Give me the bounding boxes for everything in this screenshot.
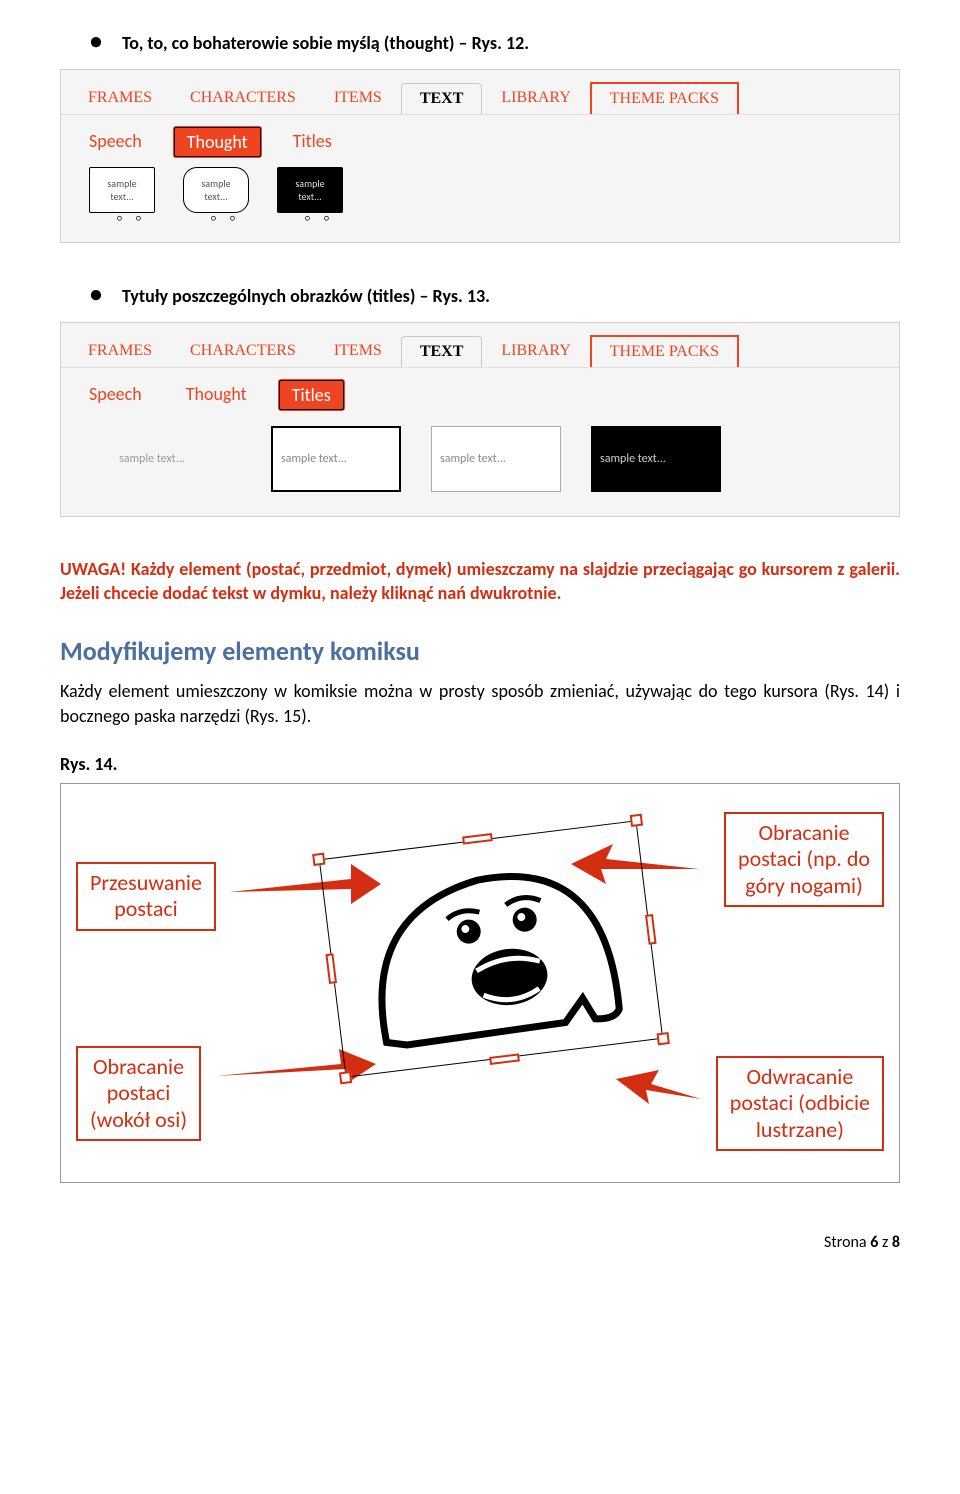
selection-frame[interactable] (319, 820, 663, 1077)
subtab-titles[interactable]: Titles (281, 127, 344, 157)
thought-samples-row: sampletext... ○ ○ sampletext... ○ ○ samp… (61, 167, 899, 224)
thought-box-rect: sampletext... (89, 167, 155, 213)
bullet-dot-icon: • (90, 283, 102, 307)
title-samples-row: sample text... sample text... sample tex… (61, 420, 899, 498)
callout-move: Przesuwaniepostaci (76, 862, 216, 931)
fig14-label: Rys. 14. (60, 753, 900, 775)
page-footer: Strona 6 z 8 (60, 1233, 900, 1252)
character-face-icon (346, 843, 636, 1055)
callout-rotate: Obracaniepostaci(wokół osi) (76, 1046, 201, 1141)
title-sample-thick[interactable]: sample text... (271, 426, 401, 492)
section-heading: Modyfikujemy elementy komiksu (60, 635, 900, 667)
title-sample-dark[interactable]: sample text... (591, 426, 721, 492)
tab-items[interactable]: ITEMS (315, 335, 401, 367)
bullet-thought: • To, to, co bohaterowie sobie myślą (th… (90, 30, 900, 54)
rotate-handle-icon[interactable] (312, 853, 325, 866)
thought-sample-black[interactable]: sampletext... ○ ○ (277, 167, 343, 224)
thought-trail-icon: ○ ○ (191, 214, 241, 224)
subtab-thought[interactable]: Thought (174, 127, 261, 157)
footer-page-num: 6 (870, 1233, 878, 1252)
tab-characters[interactable]: CHARACTERS (171, 82, 315, 114)
tab-library[interactable]: LIBRARY (482, 335, 589, 367)
bullet-thought-text: To, to, co bohaterowie sobie myślą (thou… (122, 32, 529, 54)
tab-text[interactable]: TEXT (401, 83, 483, 114)
panel-thought: FRAMES CHARACTERS ITEMS TEXT LIBRARY THE… (60, 69, 900, 243)
thought-sample-white-rect[interactable]: sampletext... ○ ○ (89, 167, 155, 224)
bullet-dot-icon: • (90, 30, 102, 54)
callout-move-text: Przesuwaniepostaci (90, 869, 202, 922)
callout-flipv-text: Obracaniepostaci (np. dogóry nogami) (738, 819, 870, 899)
thought-trail-icon: ○ ○ (97, 214, 147, 224)
tab-characters[interactable]: CHARACTERS (171, 335, 315, 367)
section-body: Każdy element umieszczony w komiksie moż… (60, 679, 900, 728)
tab-library[interactable]: LIBRARY (482, 82, 589, 114)
bullet-titles: • Tytuły poszczególnych obrazków (titles… (90, 283, 900, 307)
subtab-titles[interactable]: Titles (279, 380, 344, 410)
footer-page-total: 8 (892, 1233, 900, 1252)
tab-frames[interactable]: FRAMES (69, 335, 171, 367)
callout-mirror: Odwracaniepostaci (odbicielustrzane) (716, 1056, 884, 1151)
rotate-handle-icon[interactable] (657, 1032, 670, 1045)
tab-theme-packs[interactable]: THEME PACKS (590, 82, 739, 114)
panel-titles: FRAMES CHARACTERS ITEMS TEXT LIBRARY THE… (60, 322, 900, 517)
footer-page-label: Strona (824, 1233, 867, 1252)
thought-box-round: sampletext... (183, 167, 249, 213)
sub-tabs-row: Speech Thought Titles (61, 115, 899, 167)
rotate-handle-icon[interactable] (339, 1071, 352, 1084)
sub-tabs-row: Speech Thought Titles (61, 368, 899, 420)
subtab-thought[interactable]: Thought (174, 380, 259, 410)
tab-frames[interactable]: FRAMES (69, 82, 171, 114)
title-sample-plain[interactable]: sample text... (111, 426, 241, 492)
tab-text[interactable]: TEXT (401, 336, 483, 367)
footer-of: z (882, 1233, 888, 1252)
figure-14: Przesuwaniepostaci Obracaniepostaci (np.… (60, 783, 900, 1183)
thought-box-dark: sampletext... (277, 167, 343, 213)
thought-trail-icon: ○ ○ (285, 214, 335, 224)
callout-flip-vertical: Obracaniepostaci (np. dogóry nogami) (724, 812, 884, 907)
tab-theme-packs[interactable]: THEME PACKS (590, 335, 739, 367)
callout-mirror-text: Odwracaniepostaci (odbicielustrzane) (730, 1063, 870, 1143)
subtab-speech[interactable]: Speech (77, 127, 154, 157)
main-tabs-row: FRAMES CHARACTERS ITEMS TEXT LIBRARY THE… (61, 323, 899, 368)
subtab-speech[interactable]: Speech (77, 380, 154, 410)
warning-text: UWAGA! Każdy element (postać, przedmiot,… (60, 557, 900, 606)
bullet-titles-text: Tytuły poszczególnych obrazków (titles) … (122, 285, 490, 307)
thought-sample-white-round[interactable]: sampletext... ○ ○ (183, 167, 249, 224)
rotate-handle-icon[interactable] (630, 814, 643, 827)
title-sample-thin[interactable]: sample text... (431, 426, 561, 492)
tab-items[interactable]: ITEMS (315, 82, 401, 114)
callout-rotate-text: Obracaniepostaci(wokół osi) (90, 1053, 187, 1133)
main-tabs-row: FRAMES CHARACTERS ITEMS TEXT LIBRARY THE… (61, 70, 899, 115)
